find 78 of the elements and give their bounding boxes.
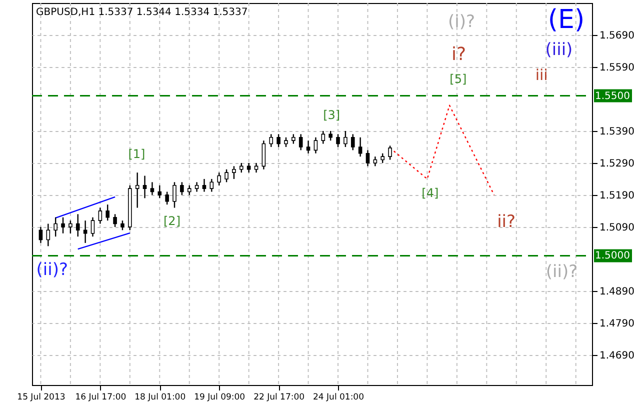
annotation: (iii) xyxy=(545,40,573,60)
candlestick xyxy=(380,152,385,164)
candlestick xyxy=(165,191,169,206)
candlestick xyxy=(232,166,236,180)
candlestick xyxy=(106,204,110,222)
candlestick xyxy=(90,216,95,238)
x-tick-label: 22 Jul 17:00 xyxy=(254,392,305,402)
candlestick xyxy=(269,134,274,148)
candlestick xyxy=(61,216,65,234)
y-tick-label: 1.5290 xyxy=(600,158,634,170)
annotation: [5] xyxy=(450,72,467,86)
candlestick xyxy=(142,175,147,199)
candlestick xyxy=(158,184,162,199)
x-tick-label: 24 Jul 01:00 xyxy=(313,392,364,402)
candlestick xyxy=(344,130,348,148)
annotation: [1] xyxy=(128,146,146,161)
x-tick-label: 16 Jul 17:00 xyxy=(75,392,126,402)
candlestick xyxy=(217,172,221,186)
candlestick xyxy=(366,150,370,167)
annotation: [2] xyxy=(164,214,180,228)
candlestick xyxy=(292,134,296,144)
candlestick xyxy=(68,220,72,234)
annotation: [3] xyxy=(323,108,340,122)
ref-line-label: 1.5000 xyxy=(595,250,630,262)
candlestick xyxy=(194,182,199,192)
candlestick xyxy=(76,214,80,238)
x-tick-label: 15 Jul 2013 xyxy=(17,392,66,402)
candlestick xyxy=(254,162,258,174)
y-tick-label: 1.4690 xyxy=(600,350,634,362)
candlestick xyxy=(120,220,124,231)
x-tick-label: 19 Jul 09:00 xyxy=(194,392,246,402)
candlestick xyxy=(336,134,340,148)
candlestick xyxy=(150,182,154,196)
candlestick xyxy=(388,145,392,160)
annotation: ii? xyxy=(497,212,516,232)
candlestick xyxy=(358,136,362,158)
annotation: (i)? xyxy=(448,12,476,32)
candlestick xyxy=(350,134,355,151)
annotation: (E) xyxy=(548,5,585,36)
candlestick xyxy=(373,156,378,167)
annotation: iii xyxy=(535,66,548,84)
candlestick xyxy=(298,134,303,151)
candlestick xyxy=(135,172,140,208)
candlestick xyxy=(276,134,280,148)
candlestick xyxy=(314,136,318,154)
candlestick xyxy=(284,136,288,148)
y-tick-label: 1.4790 xyxy=(600,318,634,330)
y-tick-label: 1.5690 xyxy=(600,30,634,42)
chart-title: GBPUSD,H1 1.5337 1.5344 1.5334 1.5337 xyxy=(36,7,248,18)
annotation: i? xyxy=(451,44,466,65)
candlestick xyxy=(180,182,184,196)
annotation: (ii)? xyxy=(36,260,68,280)
ref-line-label: 1.5500 xyxy=(595,90,630,102)
candlestick xyxy=(239,162,244,174)
candlestick xyxy=(98,207,102,224)
candlestick xyxy=(306,140,310,154)
y-tick-label: 1.5090 xyxy=(600,222,634,234)
candlestick xyxy=(54,216,58,238)
candlestick xyxy=(210,178,214,192)
y-tick-label: 1.4890 xyxy=(600,286,634,298)
candlestick xyxy=(38,226,43,244)
candlestick xyxy=(46,223,50,247)
y-tick-label: 1.5190 xyxy=(600,190,634,202)
candlestick xyxy=(172,182,176,208)
candlestick xyxy=(113,214,117,228)
x-tick-label: 18 Jul 01:00 xyxy=(134,392,186,402)
candlestick xyxy=(202,178,206,192)
annotation: (ii)? xyxy=(546,262,578,282)
candlestick xyxy=(187,184,192,196)
candlestick xyxy=(83,220,88,244)
y-tick-label: 1.5590 xyxy=(600,62,634,74)
candlestick xyxy=(328,130,332,142)
candlestick xyxy=(224,168,228,183)
candlestick xyxy=(262,140,266,170)
candlestick xyxy=(321,130,326,144)
annotation: [4] xyxy=(422,186,439,200)
candlestick xyxy=(246,162,251,174)
y-tick-label: 1.5390 xyxy=(600,126,634,138)
